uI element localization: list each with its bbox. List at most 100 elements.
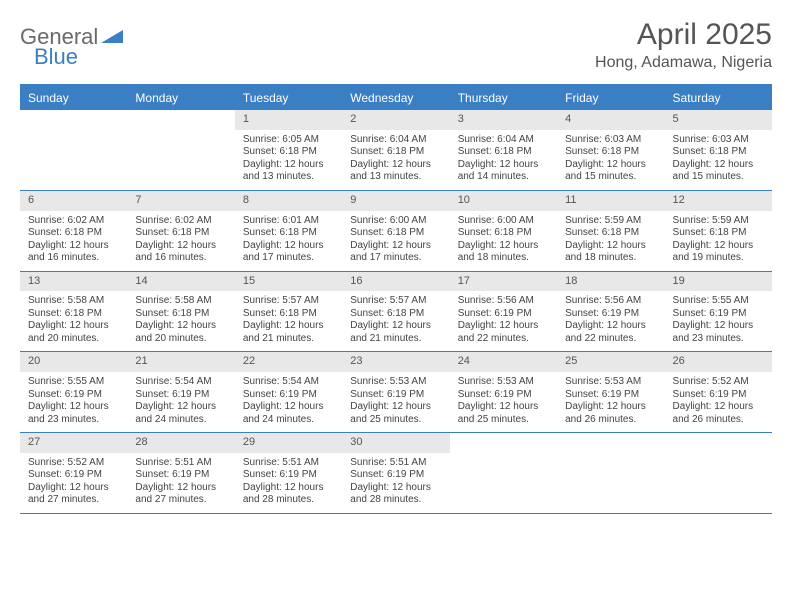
daylight-line: Daylight: 12 hours and 25 minutes. (350, 401, 443, 426)
daylight-line: Daylight: 12 hours and 19 minutes. (673, 240, 766, 265)
day-details: Sunrise: 5:59 AMSunset: 6:18 PMDaylight:… (557, 211, 664, 271)
header: General April 2025 Hong, Adamawa, Nigeri… (20, 18, 772, 72)
sunset-line: Sunset: 6:19 PM (673, 389, 766, 402)
week-row: 27Sunrise: 5:52 AMSunset: 6:19 PMDayligh… (20, 433, 772, 514)
sunset-line: Sunset: 6:19 PM (135, 389, 228, 402)
day-details: Sunrise: 5:54 AMSunset: 6:19 PMDaylight:… (235, 372, 342, 432)
day-cell: 3 Sunrise: 6:04 AMSunset: 6:18 PMDaylight… (450, 110, 557, 190)
day-cell: 23Sunrise: 5:53 AMSunset: 6:19 PMDayligh… (342, 352, 449, 432)
day-number: 30 (342, 433, 449, 453)
day-number: 12 (665, 191, 772, 211)
sunrise-line: Sunrise: 5:53 AM (565, 376, 658, 389)
day-details: Sunrise: 5:56 AMSunset: 6:19 PMDaylight:… (557, 291, 664, 351)
day-number: 2 (342, 110, 449, 130)
day-details: Sunrise: 5:51 AMSunset: 6:19 PMDaylight:… (235, 453, 342, 513)
day-number: 18 (557, 272, 664, 292)
day-cell: 11Sunrise: 5:59 AMSunset: 6:18 PMDayligh… (557, 191, 664, 271)
day-details: Sunrise: 5:53 AMSunset: 6:19 PMDaylight:… (342, 372, 449, 432)
week-row: 20Sunrise: 5:55 AMSunset: 6:19 PMDayligh… (20, 352, 772, 433)
sunrise-line: Sunrise: 5:56 AM (565, 295, 658, 308)
day-number: 17 (450, 272, 557, 292)
day-number: 25 (557, 352, 664, 372)
day-cell: 13Sunrise: 5:58 AMSunset: 6:18 PMDayligh… (20, 272, 127, 352)
daylight-line: Daylight: 12 hours and 26 minutes. (673, 401, 766, 426)
dayhead-tuesday: Tuesday (235, 86, 342, 110)
day-number: 21 (127, 352, 234, 372)
day-details: Sunrise: 5:57 AMSunset: 6:18 PMDaylight:… (342, 291, 449, 351)
day-details: Sunrise: 5:59 AMSunset: 6:18 PMDaylight:… (665, 211, 772, 271)
day-details: Sunrise: 5:58 AMSunset: 6:18 PMDaylight:… (127, 291, 234, 351)
sunrise-line: Sunrise: 5:59 AM (565, 215, 658, 228)
sunrise-line: Sunrise: 6:01 AM (243, 215, 336, 228)
daylight-line: Daylight: 12 hours and 24 minutes. (135, 401, 228, 426)
sunset-line: Sunset: 6:19 PM (458, 389, 551, 402)
dayhead-friday: Friday (557, 86, 664, 110)
sunrise-line: Sunrise: 5:52 AM (28, 457, 121, 470)
week-row: 13Sunrise: 5:58 AMSunset: 6:18 PMDayligh… (20, 272, 772, 353)
sunrise-line: Sunrise: 5:54 AM (135, 376, 228, 389)
day-number: 23 (342, 352, 449, 372)
sunrise-line: Sunrise: 5:57 AM (243, 295, 336, 308)
day-cell (665, 433, 772, 513)
day-number: 24 (450, 352, 557, 372)
sunset-line: Sunset: 6:19 PM (565, 308, 658, 321)
sunset-line: Sunset: 6:18 PM (28, 227, 121, 240)
sunrise-line: Sunrise: 6:00 AM (350, 215, 443, 228)
day-number: 11 (557, 191, 664, 211)
day-number: 8 (235, 191, 342, 211)
sunset-line: Sunset: 6:18 PM (350, 308, 443, 321)
day-cell: 5Sunrise: 6:03 AMSunset: 6:18 PMDaylight… (665, 110, 772, 190)
daylight-line: Daylight: 12 hours and 13 minutes. (350, 159, 443, 184)
daylight-line: Daylight: 12 hours and 26 minutes. (565, 401, 658, 426)
daylight-line: Daylight: 12 hours and 20 minutes. (135, 320, 228, 345)
daylight-line: Daylight: 12 hours and 18 minutes. (458, 240, 551, 265)
sunset-line: Sunset: 6:19 PM (458, 308, 551, 321)
day-number: 13 (20, 272, 127, 292)
day-cell: 25Sunrise: 5:53 AMSunset: 6:19 PMDayligh… (557, 352, 664, 432)
daylight-line: Daylight: 12 hours and 13 minutes. (243, 159, 336, 184)
dayhead-sunday: Sunday (20, 86, 127, 110)
daylight-line: Daylight: 12 hours and 14 minutes. (458, 159, 551, 184)
daylight-line: Daylight: 12 hours and 22 minutes. (458, 320, 551, 345)
month-title: April 2025 (595, 18, 772, 52)
day-cell: 16Sunrise: 5:57 AMSunset: 6:18 PMDayligh… (342, 272, 449, 352)
daylight-line: Daylight: 12 hours and 28 minutes. (350, 482, 443, 507)
day-cell: 24Sunrise: 5:53 AMSunset: 6:19 PMDayligh… (450, 352, 557, 432)
sunrise-line: Sunrise: 6:00 AM (458, 215, 551, 228)
sunset-line: Sunset: 6:18 PM (673, 227, 766, 240)
day-number: 16 (342, 272, 449, 292)
day-cell: 17Sunrise: 5:56 AMSunset: 6:19 PMDayligh… (450, 272, 557, 352)
day-cell: 2Sunrise: 6:04 AMSunset: 6:18 PMDaylight… (342, 110, 449, 190)
daylight-line: Daylight: 12 hours and 18 minutes. (565, 240, 658, 265)
day-number: 22 (235, 352, 342, 372)
day-cell: 9Sunrise: 6:00 AMSunset: 6:18 PMDaylight… (342, 191, 449, 271)
sunrise-line: Sunrise: 5:51 AM (135, 457, 228, 470)
location-subtitle: Hong, Adamawa, Nigeria (595, 54, 772, 72)
sunset-line: Sunset: 6:18 PM (458, 146, 551, 159)
day-details: Sunrise: 5:51 AMSunset: 6:19 PMDaylight:… (127, 453, 234, 513)
calendar: Sunday Monday Tuesday Wednesday Thursday… (20, 84, 772, 514)
sunset-line: Sunset: 6:18 PM (135, 308, 228, 321)
sunset-line: Sunset: 6:19 PM (350, 389, 443, 402)
sunset-line: Sunset: 6:18 PM (28, 308, 121, 321)
sunrise-line: Sunrise: 6:04 AM (458, 134, 551, 147)
daylight-line: Daylight: 12 hours and 15 minutes. (673, 159, 766, 184)
day-number: 15 (235, 272, 342, 292)
day-cell: 6Sunrise: 6:02 AMSunset: 6:18 PMDaylight… (20, 191, 127, 271)
sunrise-line: Sunrise: 5:55 AM (673, 295, 766, 308)
day-cell (450, 433, 557, 513)
day-details: Sunrise: 5:57 AMSunset: 6:18 PMDaylight:… (235, 291, 342, 351)
sunrise-line: Sunrise: 5:58 AM (28, 295, 121, 308)
sunrise-line: Sunrise: 6:02 AM (28, 215, 121, 228)
sunrise-line: Sunrise: 6:03 AM (673, 134, 766, 147)
day-number: 1 (235, 110, 342, 130)
sunset-line: Sunset: 6:18 PM (243, 227, 336, 240)
sunrise-line: Sunrise: 5:58 AM (135, 295, 228, 308)
sunset-line: Sunset: 6:18 PM (458, 227, 551, 240)
sunrise-line: Sunrise: 5:53 AM (350, 376, 443, 389)
day-details: Sunrise: 6:00 AMSunset: 6:18 PMDaylight:… (450, 211, 557, 271)
day-number: 9 (342, 191, 449, 211)
sunrise-line: Sunrise: 6:05 AM (243, 134, 336, 147)
daylight-line: Daylight: 12 hours and 24 minutes. (243, 401, 336, 426)
day-number: 3 (450, 110, 557, 130)
